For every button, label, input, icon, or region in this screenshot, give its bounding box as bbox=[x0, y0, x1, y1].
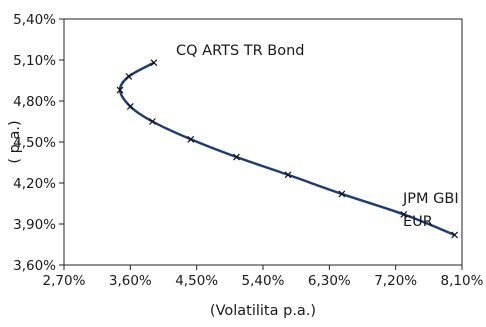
x-tick-label: 6,30% bbox=[308, 273, 351, 289]
data-point-marker bbox=[400, 211, 408, 218]
x-tick-label: 4,50% bbox=[175, 273, 218, 289]
y-tick-label: 4,20% bbox=[13, 176, 56, 192]
y-tick-label: 4,50% bbox=[13, 135, 56, 151]
x-tick-label: 5,40% bbox=[242, 273, 285, 289]
data-point-marker bbox=[451, 231, 459, 239]
x-axis: 2,70% 3,60% 4,50% 5,40% 6,30% 7,20% 8,10% bbox=[43, 265, 484, 289]
data-point-marker bbox=[126, 103, 134, 110]
y-tick-label: 3,60% bbox=[13, 258, 56, 274]
x-axis-label: (Volatilita p.a.) bbox=[210, 303, 316, 319]
y-tick-label: 4,80% bbox=[13, 94, 56, 110]
x-tick-label: 3,60% bbox=[109, 273, 152, 289]
data-point-marker bbox=[187, 135, 195, 143]
y-tick-label: 5,40% bbox=[13, 12, 56, 28]
y-tick-label: 3,90% bbox=[13, 217, 56, 233]
x-tick-label: 7,20% bbox=[374, 273, 417, 289]
data-point-marker bbox=[233, 153, 240, 161]
annotation-top: CQ ARTS TR Bond bbox=[176, 43, 305, 59]
data-point-marker bbox=[338, 190, 346, 198]
x-tick-label: 8,10% bbox=[441, 273, 484, 289]
y-tick-label: 5,10% bbox=[13, 53, 56, 69]
annotation-bottom-line1: JPM GBI bbox=[402, 191, 459, 207]
annotation-bottom-line2: EUR bbox=[403, 214, 433, 230]
series-layer bbox=[116, 59, 459, 239]
y-axis-label: ( p.a.) bbox=[7, 120, 23, 163]
data-point-marker bbox=[284, 171, 292, 179]
data-point-marker bbox=[149, 118, 156, 125]
plot-area bbox=[63, 18, 463, 266]
x-tick-label: 2,70% bbox=[43, 273, 86, 289]
data-point-marker bbox=[125, 72, 133, 80]
data-point-marker bbox=[150, 59, 158, 67]
y-axis: 3,60% 3,90% 4,20% 4,50% 4,80% 5,10% 5,40% bbox=[13, 12, 64, 274]
data-point-marker bbox=[116, 86, 124, 94]
